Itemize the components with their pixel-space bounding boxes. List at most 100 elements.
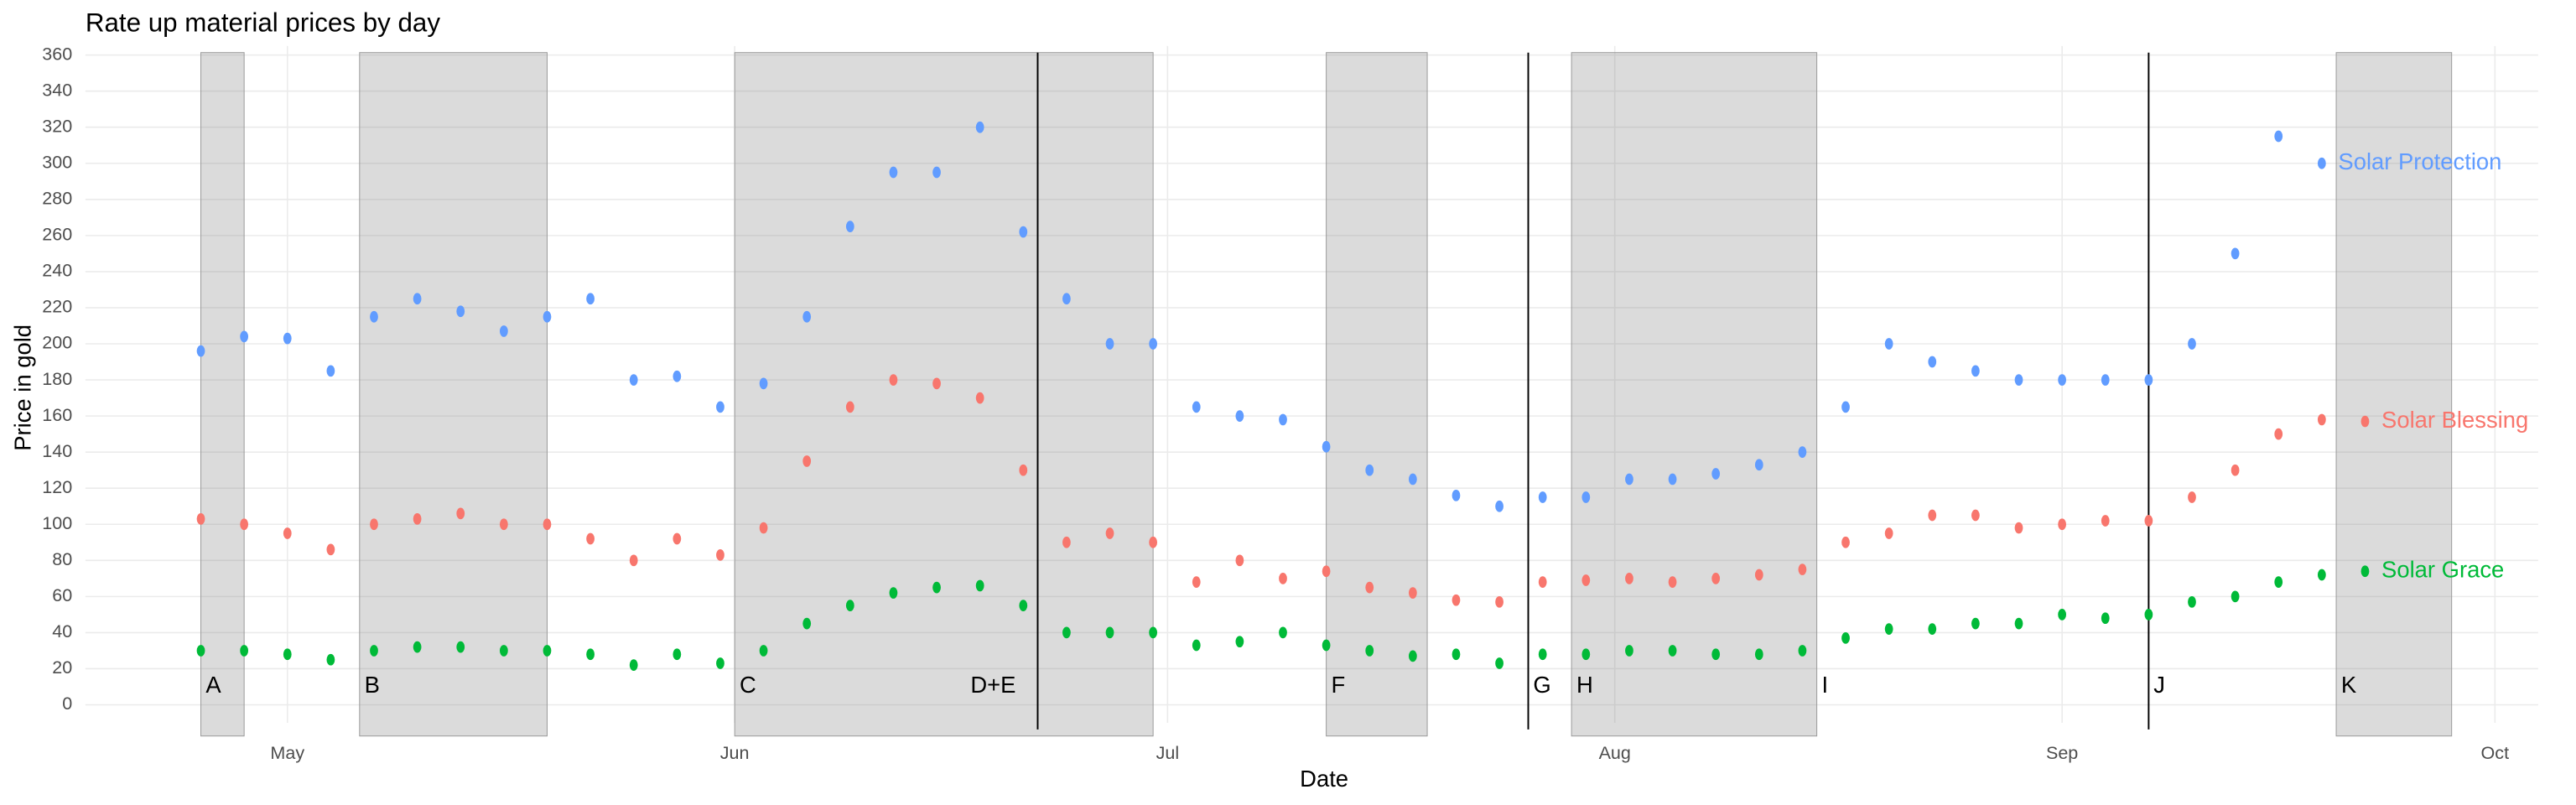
price-point — [2360, 565, 2370, 578]
price-point — [629, 659, 638, 672]
y-tick-label: 0 — [62, 693, 72, 714]
price-point — [1062, 626, 1071, 639]
price-point — [629, 554, 638, 567]
price-point — [326, 653, 335, 666]
price-point — [326, 543, 335, 556]
price-point — [1538, 648, 1547, 661]
event-label: D+E — [970, 672, 1015, 698]
price-point — [2014, 617, 2023, 630]
price-point — [2317, 413, 2326, 426]
price-point — [1322, 639, 1331, 652]
price-point — [1625, 645, 1633, 657]
price-point — [1928, 356, 1937, 368]
price-point — [1581, 491, 1591, 503]
shaded-period — [1326, 52, 1428, 737]
y-tick-label: 280 — [42, 188, 72, 209]
price-point — [1495, 657, 1504, 669]
price-point — [2101, 612, 2110, 625]
price-point — [1105, 527, 1114, 539]
price-point — [1279, 572, 1287, 584]
series-label: Solar Grace — [2381, 556, 2504, 582]
price-point — [1798, 564, 1807, 575]
price-point — [370, 518, 378, 531]
price-point — [456, 507, 465, 520]
price-point — [240, 330, 249, 343]
price-point — [2101, 374, 2110, 386]
price-point — [1365, 645, 1374, 657]
x-tick-label: Aug — [1599, 742, 1631, 763]
price-point — [889, 166, 898, 179]
price-point — [1105, 626, 1114, 639]
price-point — [2231, 464, 2240, 476]
price-point — [1798, 446, 1807, 459]
price-point — [283, 648, 292, 661]
price-point — [1754, 569, 1763, 581]
price-point — [1279, 626, 1287, 639]
price-point — [326, 365, 335, 377]
price-point — [673, 532, 682, 545]
price-point — [2188, 491, 2196, 503]
x-tick-label: Jun — [720, 742, 750, 763]
price-point — [370, 310, 378, 323]
price-point — [586, 293, 595, 305]
price-point — [2144, 609, 2153, 621]
price-point — [1235, 636, 1244, 648]
price-point — [802, 310, 812, 323]
price-point — [975, 121, 984, 133]
price-point — [2317, 157, 2326, 169]
price-point — [370, 645, 378, 657]
price-point — [2014, 374, 2023, 386]
y-tick-label: 180 — [42, 368, 72, 389]
price-point — [1408, 473, 1417, 486]
price-point — [1581, 648, 1591, 661]
price-point — [1019, 600, 1028, 611]
price-point — [1408, 587, 1417, 599]
shaded-period — [2335, 52, 2453, 737]
price-point — [2188, 338, 2196, 350]
price-point — [1149, 626, 1158, 639]
price-point — [2231, 247, 2240, 260]
price-point — [2058, 374, 2067, 386]
price-point — [845, 401, 854, 413]
price-point — [845, 600, 854, 611]
price-point — [1538, 576, 1547, 589]
y-tick-label: 160 — [42, 404, 72, 425]
price-point — [1711, 648, 1721, 661]
price-point — [2101, 515, 2110, 527]
y-tick-label: 140 — [42, 440, 72, 461]
price-point — [1495, 595, 1504, 608]
price-point — [586, 648, 595, 661]
y-tick-label: 120 — [42, 476, 72, 497]
event-label: C — [740, 672, 756, 698]
event-label: J — [2153, 672, 2165, 698]
y-tick-label: 100 — [42, 512, 72, 533]
price-point — [2317, 569, 2326, 581]
price-point — [1149, 536, 1158, 548]
price-point — [2360, 415, 2370, 428]
event-label: H — [1576, 672, 1593, 698]
price-point — [1711, 468, 1721, 480]
y-tick-label: 360 — [42, 43, 72, 64]
price-point — [975, 392, 984, 404]
price-point — [1928, 623, 1937, 635]
price-point — [1798, 645, 1807, 657]
shaded-period — [1571, 52, 1818, 737]
price-point — [1235, 554, 1244, 567]
price-point — [413, 641, 422, 653]
price-point — [1841, 536, 1850, 548]
price-point — [716, 657, 724, 669]
price-point — [1581, 574, 1591, 586]
price-point — [1754, 459, 1763, 471]
price-point — [1538, 491, 1547, 503]
price-point — [586, 532, 595, 545]
price-point — [975, 579, 984, 592]
y-tick-label: 220 — [42, 296, 72, 317]
price-point — [1711, 572, 1721, 584]
price-point — [2274, 130, 2283, 143]
price-point — [1884, 527, 1893, 539]
price-point — [1971, 509, 1980, 522]
price-point — [629, 374, 638, 386]
x-axis-label: Date — [1300, 766, 1348, 792]
